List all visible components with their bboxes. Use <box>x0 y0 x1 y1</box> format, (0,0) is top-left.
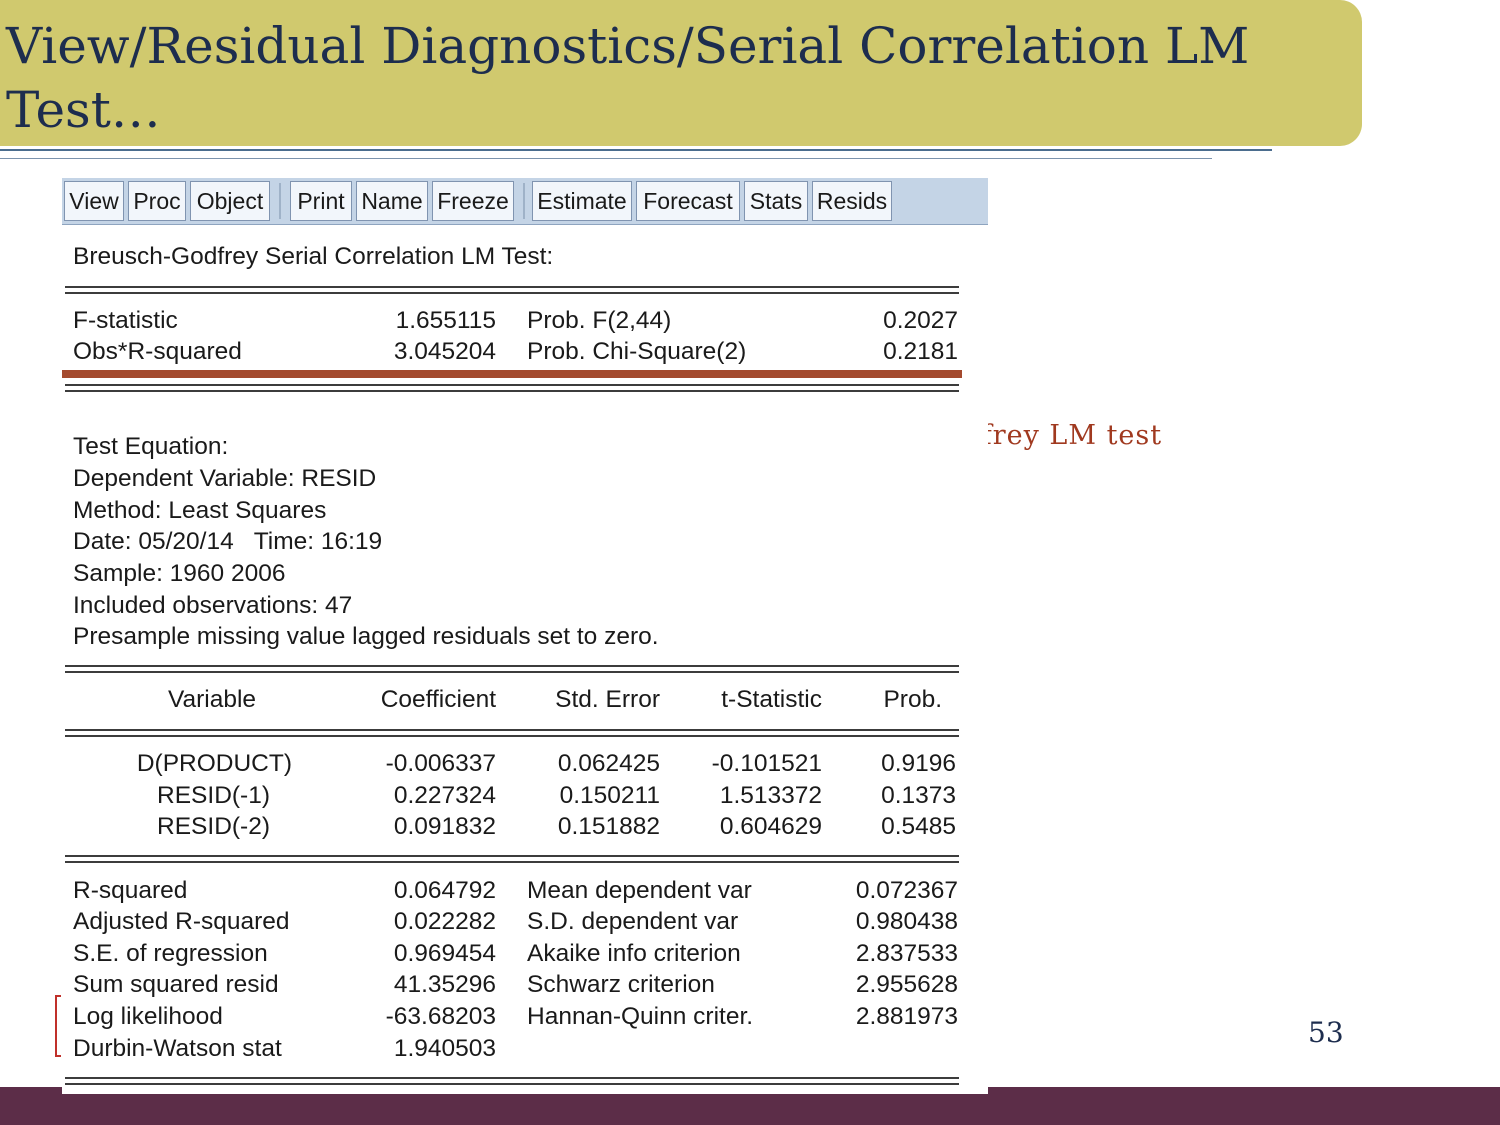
double-rule <box>65 384 959 386</box>
double-rule <box>65 665 959 667</box>
obs-r-squared-value: 3.045204 <box>393 338 496 365</box>
title-divider <box>0 149 1272 151</box>
coefficient-value: -0.006337 <box>385 750 496 777</box>
info-line: Date: 05/20/14 Time: 16:19 <box>73 528 383 555</box>
summary-label: Sum squared resid <box>73 971 279 998</box>
forecast-button[interactable]: Forecast <box>636 181 740 221</box>
obs-r-squared-label: Obs*R-squared <box>73 338 242 365</box>
double-rule <box>65 286 959 288</box>
summary-label: Schwarz criterion <box>527 971 715 998</box>
info-line: Test Equation: <box>73 433 229 460</box>
prob-chi-square-label: Prob. Chi-Square(2) <box>527 338 747 365</box>
object-button[interactable]: Object <box>190 181 270 221</box>
prob-value: 0.5485 <box>881 813 956 840</box>
t-statistic-value: -0.101521 <box>711 750 822 777</box>
info-line: Presample missing value lagged residuals… <box>73 623 659 650</box>
slide-number: 53 <box>1308 1016 1344 1049</box>
summary-label: Akaike info criterion <box>527 940 741 967</box>
variable-name: D(PRODUCT) <box>136 750 292 777</box>
double-rule <box>65 735 959 737</box>
double-rule <box>65 861 959 863</box>
summary-value: 41.35296 <box>393 971 496 998</box>
stats-button[interactable]: Stats <box>744 181 808 221</box>
toolbar-separator <box>523 183 525 219</box>
column-header-prob: Prob. <box>883 686 942 713</box>
double-rule <box>65 1083 959 1085</box>
proc-button[interactable]: Proc <box>128 181 186 221</box>
double-rule <box>65 729 959 731</box>
summary-label: R-squared <box>73 877 188 904</box>
summary-label: Mean dependent var <box>527 877 752 904</box>
title-banner: View/Residual Diagnostics/Serial Correla… <box>0 0 1362 146</box>
summary-label: Hannan-Quinn criter. <box>527 1003 754 1030</box>
summary-value: 2.955628 <box>855 971 958 998</box>
summary-value: 2.837533 <box>855 940 958 967</box>
eviews-toolbar: View Proc Object Print Name Freeze Estim… <box>62 178 988 225</box>
view-button[interactable]: View <box>64 181 124 221</box>
summary-label: Adjusted R-squared <box>73 908 290 935</box>
double-rule <box>65 292 959 294</box>
summary-label: Durbin-Watson stat <box>73 1035 282 1062</box>
info-line: Included observations: 47 <box>73 592 353 619</box>
column-header-variable: Variable <box>167 686 257 713</box>
std-error-value: 0.151882 <box>557 813 660 840</box>
print-button[interactable]: Print <box>290 181 352 221</box>
info-line: Dependent Variable: RESID <box>73 465 377 492</box>
eviews-equation-window: View Proc Object Print Name Freeze Estim… <box>62 178 988 1094</box>
prob-value: 0.9196 <box>881 750 956 777</box>
test-header: Breusch-Godfrey Serial Correlation LM Te… <box>73 243 554 270</box>
t-statistic-value: 0.604629 <box>719 813 822 840</box>
double-rule <box>65 390 959 392</box>
info-line: Sample: 1960 2006 <box>73 560 286 587</box>
summary-label: Log likelihood <box>73 1003 223 1030</box>
title-divider-thin <box>0 158 1212 159</box>
summary-value: 0.072367 <box>855 877 958 904</box>
std-error-value: 0.150211 <box>559 782 660 809</box>
estimate-button[interactable]: Estimate <box>532 181 632 221</box>
highlight-underline <box>62 370 962 378</box>
toolbar-separator <box>279 183 281 219</box>
prob-chi-square-value: 0.2181 <box>883 338 958 365</box>
name-button[interactable]: Name <box>356 181 428 221</box>
summary-value: 0.064792 <box>393 877 496 904</box>
red-bracket-mark <box>55 995 61 1057</box>
freeze-button[interactable]: Freeze <box>432 181 514 221</box>
summary-label: S.D. dependent var <box>527 908 739 935</box>
summary-value: 0.980438 <box>855 908 958 935</box>
f-statistic-value: 1.655115 <box>395 307 496 334</box>
summary-value: 1.940503 <box>393 1035 496 1062</box>
variable-name: RESID(-1) <box>157 782 270 809</box>
summary-value: 0.969454 <box>393 940 496 967</box>
column-header-t-statistic: t-Statistic <box>721 686 822 713</box>
column-header-coefficient: Coefficient <box>380 686 496 713</box>
prob-f-label: Prob. F(2,44) <box>527 307 672 334</box>
summary-value: -63.68203 <box>385 1003 496 1030</box>
prob-f-value: 0.2027 <box>883 307 958 334</box>
summary-value: 2.881973 <box>855 1003 958 1030</box>
prob-value: 0.1373 <box>881 782 956 809</box>
double-rule <box>65 855 959 857</box>
t-statistic-value: 1.513372 <box>719 782 822 809</box>
coefficient-value: 0.091832 <box>393 813 496 840</box>
coefficient-value: 0.227324 <box>393 782 496 809</box>
summary-label: S.E. of regression <box>73 940 268 967</box>
info-line: Method: Least Squares <box>73 497 327 524</box>
std-error-value: 0.062425 <box>557 750 660 777</box>
resids-button[interactable]: Resids <box>812 181 892 221</box>
column-header-std-error: Std. Error <box>555 686 660 713</box>
variable-name: RESID(-2) <box>157 813 270 840</box>
summary-value: 0.022282 <box>393 908 496 935</box>
f-statistic-label: F-statistic <box>73 307 178 334</box>
double-rule <box>65 671 959 673</box>
slide-title: View/Residual Diagnostics/Serial Correla… <box>6 17 1250 139</box>
double-rule <box>65 1077 959 1079</box>
